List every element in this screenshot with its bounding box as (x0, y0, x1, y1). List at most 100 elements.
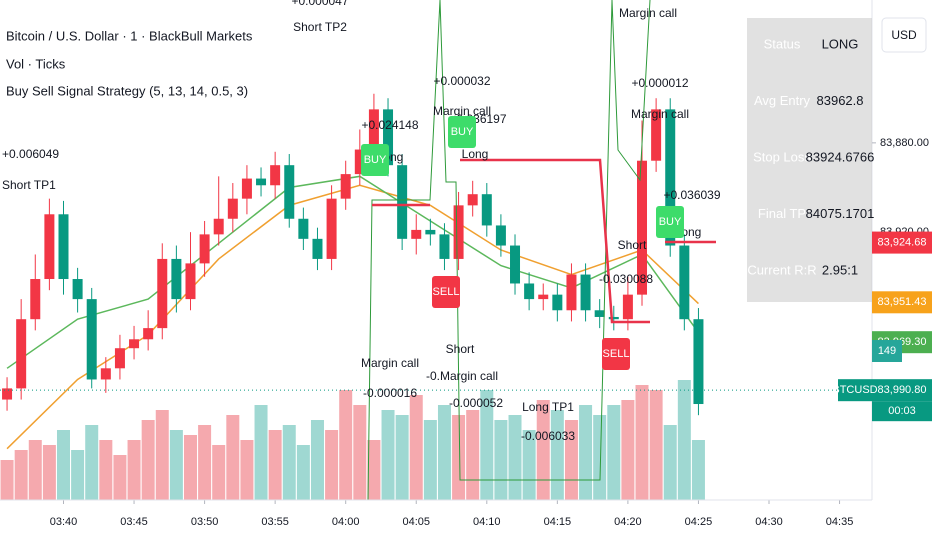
candle-body (481, 194, 492, 226)
candle-body (679, 245, 690, 320)
symbol-tag: BTCUSD (832, 384, 877, 396)
legend-volume: Vol · Ticks (6, 56, 66, 71)
info-value: 84075.1701 (806, 206, 875, 221)
candle-body (495, 225, 506, 246)
candle-body (2, 388, 13, 400)
candle-body (397, 165, 408, 239)
candle-body (368, 109, 379, 150)
candle-body (651, 109, 662, 161)
volume-bar (367, 440, 381, 500)
volume-bar (296, 445, 310, 500)
volume-tag-label: 149 (878, 345, 896, 357)
volume-bar (169, 430, 183, 500)
candle-body (143, 328, 154, 340)
signal-badge (361, 144, 389, 176)
annotation: Margin call (433, 104, 491, 118)
volume-bar (127, 440, 141, 500)
candle-body (58, 214, 69, 280)
info-label: Final TP (758, 206, 806, 221)
volume-bar (452, 415, 466, 500)
annotation: Short TP2 (293, 20, 347, 34)
volume-bar (677, 380, 691, 500)
candle-body (538, 294, 549, 300)
signal-badge (432, 276, 460, 308)
candle-body (524, 283, 535, 300)
annotation: Short (446, 342, 475, 356)
info-label: Avg Entry (754, 93, 811, 108)
candle-body (510, 245, 521, 284)
volume-bar (226, 415, 240, 500)
candle-body (566, 274, 577, 311)
symbol-tag-box (838, 379, 872, 402)
candle-body (608, 316, 619, 320)
candle-body (114, 348, 125, 369)
annotation: -0.000052 (449, 396, 503, 410)
candle-body (72, 279, 83, 300)
info-panel (747, 18, 872, 302)
volume-bar (56, 430, 70, 500)
volume-bar (183, 435, 197, 500)
signal-badge (656, 206, 684, 238)
volume-bar (536, 400, 550, 500)
x-tick-label: 04:10 (473, 516, 501, 528)
x-tick-label: 04:20 (614, 516, 642, 528)
candle-body (171, 258, 182, 300)
volume-bar (28, 440, 42, 500)
candle-body (129, 339, 140, 349)
candle-body (256, 178, 267, 186)
volume-bar (663, 425, 677, 500)
volume-bar (423, 420, 437, 500)
candle-body (580, 274, 591, 311)
currency-button[interactable] (881, 17, 927, 53)
x-tick-label: 04:25 (685, 516, 713, 528)
volume-bar (310, 420, 324, 500)
countdown: 00:03 (888, 405, 916, 417)
x-tick-label: 04:15 (544, 516, 572, 528)
info-value: 2.95:1 (822, 262, 858, 277)
signal-label: BUY (451, 126, 474, 138)
info-value: 83962.8 (817, 93, 864, 108)
annotation: -0.006033 (521, 429, 575, 443)
volume-bar (113, 455, 127, 500)
candle-body (453, 205, 464, 259)
x-tick-label: 03:40 (50, 516, 78, 528)
volume-bar (437, 405, 451, 500)
candle-body (354, 149, 365, 175)
candle-body (157, 258, 168, 329)
volume-bar (212, 445, 226, 500)
annotation: +0.000032 (433, 74, 490, 88)
annotation: Margin call (631, 107, 689, 121)
annotation: Long TP1 (522, 400, 574, 414)
volume-bar (198, 425, 212, 500)
annotation: Short TP1 (2, 178, 56, 192)
volume-bar (0, 460, 14, 500)
annotation: +0.006049 (2, 147, 59, 161)
volume-bar (635, 385, 649, 500)
y-tick-label: 83,880.00 (880, 137, 929, 149)
volume-bar (494, 420, 508, 500)
candle-body (213, 218, 224, 235)
countdown-box (872, 401, 932, 422)
annotation: +0.000012 (631, 76, 688, 90)
candle-body (30, 279, 41, 320)
candle-body (665, 109, 676, 246)
annotation: Short (618, 238, 647, 252)
signal-badge (602, 338, 630, 370)
candle-body (637, 160, 648, 295)
price-tag-label: 83,924.68 (878, 236, 927, 248)
currency[interactable]: USD (891, 28, 917, 42)
candle-body (622, 294, 633, 320)
volume-bar (508, 415, 522, 500)
candle-body (439, 234, 450, 259)
candle-body (16, 319, 27, 389)
candle-body (270, 165, 281, 186)
volume-bar (409, 395, 423, 500)
info-label: Status (764, 36, 801, 51)
volume-bar (607, 405, 621, 500)
annotation: +0.024148 (361, 118, 418, 132)
volume-tag (872, 340, 902, 362)
volume-bar (240, 440, 254, 500)
volume-bar (42, 445, 56, 500)
